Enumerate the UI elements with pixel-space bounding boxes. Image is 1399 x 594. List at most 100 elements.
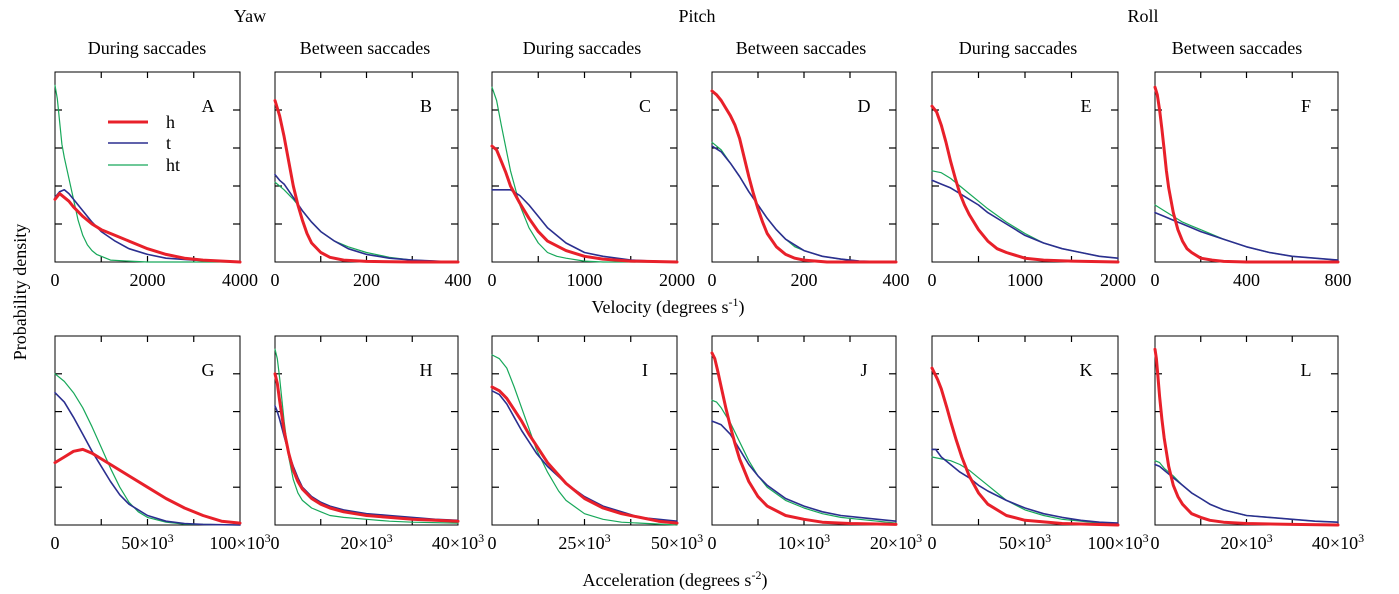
panel-letter: G (202, 360, 215, 380)
series-line-t (274, 173, 459, 263)
x-tick-label: 2000 (130, 270, 166, 290)
x-tick-label: 400 (883, 270, 910, 290)
series-line-h (1153, 85, 1340, 264)
panel-j: 0 10×103 20×103 J (708, 335, 922, 553)
x-tick-label: 200 (791, 270, 818, 290)
panel-letter: B (420, 96, 432, 116)
x-tick-label: 0 (488, 533, 497, 553)
x-tick-label: 200 (353, 270, 380, 290)
x-tick-label: 40×103 (1312, 531, 1364, 553)
x-tick-label: 20×103 (870, 531, 922, 553)
header-pitch: Pitch (678, 6, 715, 26)
y-axis-label: Probability density (10, 224, 30, 361)
legend-label-t: t (166, 133, 171, 153)
panel-letter: E (1081, 96, 1092, 116)
series-line-t (931, 179, 1119, 260)
x-tick-label: 40×103 (432, 531, 484, 553)
series-line-h (490, 144, 679, 264)
series-line-t (711, 145, 897, 263)
series-line-h (53, 192, 242, 264)
series-line-ht (1154, 204, 1339, 261)
x-tick-label: 0 (708, 270, 717, 290)
header-yaw: Yaw (234, 6, 266, 26)
x-tick-label: 0 (51, 270, 60, 290)
x-tick-label: 2000 (659, 270, 695, 290)
x-tick-label: 0 (708, 533, 717, 553)
x-tick-label: 100×103 (209, 531, 270, 553)
x-tick-label: 0 (1151, 533, 1160, 553)
x-tick-label: 0 (51, 533, 60, 553)
x-tick-label: 20×103 (1220, 531, 1272, 553)
panel-letter: H (420, 360, 433, 380)
series-line-h (930, 366, 1120, 527)
series-line-h (930, 104, 1120, 264)
series-line-t (491, 189, 678, 263)
legend-label-ht: ht (166, 155, 180, 175)
x-tick-label: 10×103 (778, 531, 830, 553)
panel-letter: A (202, 96, 215, 116)
panel-i: 0 25×103 50×103 I (488, 335, 703, 553)
header-roll: Roll (1127, 6, 1158, 26)
x-tick-label: 400 (445, 270, 472, 290)
x-tick-label: 4000 (222, 270, 258, 290)
series-line-t (711, 420, 897, 523)
series-line-ht (491, 86, 678, 263)
series-line-t (274, 405, 459, 522)
x-tick-label: 50×103 (999, 531, 1051, 553)
panel-frame (711, 335, 897, 526)
panel-letter: K (1080, 360, 1093, 380)
x-tick-label: 0 (271, 270, 280, 290)
x-tick-label: 100×103 (1087, 531, 1148, 553)
series-line-ht (54, 373, 241, 526)
panel-e: 0 1000 2000 E (928, 71, 1136, 290)
panel-letter: D (858, 96, 871, 116)
series-line-h (273, 372, 460, 523)
column-header-roll-between: Between saccades (1172, 38, 1302, 58)
panel-letter: L (1301, 360, 1312, 380)
series-line-h (273, 99, 460, 264)
x-tick-label: 0 (928, 270, 937, 290)
x-tick-label: 800 (1325, 270, 1352, 290)
panel-letter: J (860, 360, 867, 380)
column-header-pitch-during: During saccades (523, 38, 641, 58)
x-axis-label-acceleration: Acceleration (degrees s-2) (583, 568, 768, 591)
series-line-ht (931, 456, 1119, 525)
panel-letter: C (639, 96, 651, 116)
panel-letter: F (1301, 96, 1311, 116)
x-tick-label: 0 (271, 533, 280, 553)
panel-c: 0 1000 2000 C (488, 71, 695, 290)
x-tick-label: 50×103 (651, 531, 703, 553)
panel-h: 0 20×103 40×103 H (271, 335, 484, 553)
legend-label-h: h (166, 112, 175, 132)
series-line-t (1154, 211, 1339, 261)
x-tick-label: 400 (1233, 270, 1260, 290)
series-line-ht (931, 170, 1119, 259)
series-line-t (491, 389, 678, 523)
series-line-ht (711, 399, 897, 524)
panel-g: 0 50×103 100×103 G (51, 335, 271, 553)
series-line-h (53, 447, 242, 525)
panel-k: 0 50×103 100×103 K (928, 335, 1149, 553)
x-tick-label: 2000 (1100, 270, 1136, 290)
panel-f: 0 400 800 F (1151, 71, 1352, 290)
x-tick-label: 0 (488, 270, 497, 290)
x-tick-label: 1000 (1007, 270, 1043, 290)
x-tick-label: 1000 (567, 270, 603, 290)
x-tick-label: 50×103 (121, 531, 173, 553)
panel-l: 0 20×103 40×103 L (1151, 335, 1364, 553)
column-header-yaw-between: Between saccades (300, 38, 430, 58)
series-line-ht (274, 348, 459, 524)
x-tick-label: 0 (1151, 270, 1160, 290)
series-line-h (710, 89, 898, 264)
column-header-pitch-between: Between saccades (736, 38, 866, 58)
x-tick-label: 20×103 (340, 531, 392, 553)
series-line-t (54, 189, 241, 263)
series-line-ht (1154, 460, 1339, 523)
x-axis-label-velocity: Velocity (degrees s-1) (592, 295, 745, 318)
series-line-t (931, 448, 1119, 524)
panel-letter: I (642, 360, 648, 380)
